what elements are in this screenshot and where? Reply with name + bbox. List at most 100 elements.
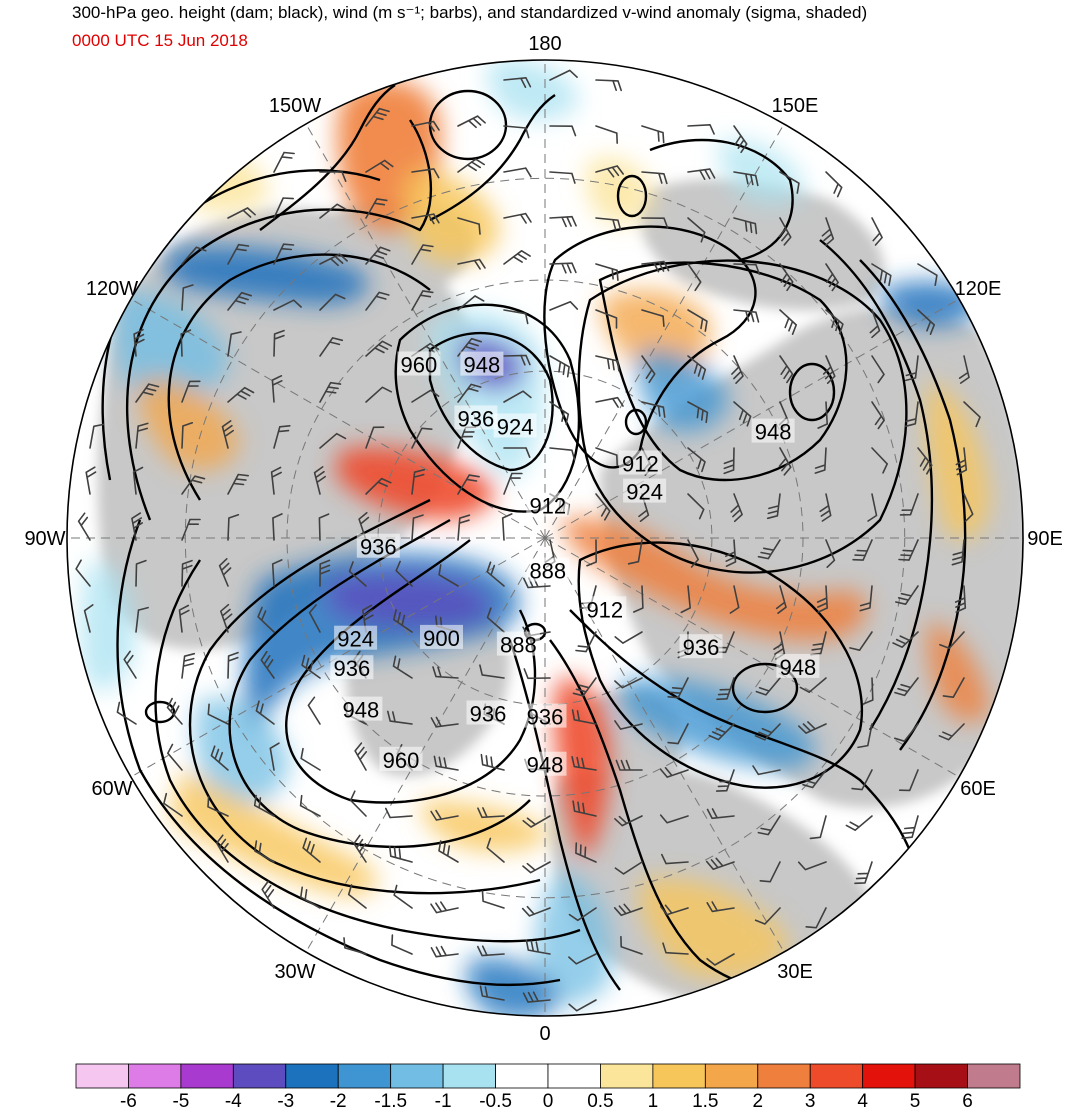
colorbar-tick-label: -6 xyxy=(120,1091,137,1112)
wind-barb xyxy=(662,942,689,955)
contour-label-bg xyxy=(526,492,570,517)
wind-barb xyxy=(729,585,740,614)
lon-label-60e: 60E xyxy=(960,778,996,800)
wind-barb xyxy=(779,263,794,292)
wind-barb xyxy=(595,217,622,231)
contour-label-bg xyxy=(618,450,662,475)
height-contour xyxy=(649,138,794,262)
contour-label-bg xyxy=(496,631,540,656)
wind-barb xyxy=(255,700,275,725)
wind-barb xyxy=(181,246,207,265)
wind-barb xyxy=(411,168,440,179)
height-contour xyxy=(577,259,908,574)
wind-barb xyxy=(457,337,482,357)
height-contour xyxy=(428,331,554,472)
wind-barb xyxy=(272,513,283,541)
wind-barb xyxy=(779,309,797,335)
colorbar-tick-label: 0.5 xyxy=(587,1091,613,1112)
wind-barb xyxy=(568,999,597,1012)
lon-label-30w: 30W xyxy=(274,961,315,983)
wind-barb xyxy=(667,677,689,699)
wind-barb xyxy=(132,466,144,495)
wind-barb xyxy=(273,151,295,173)
wind-barb xyxy=(871,217,883,246)
colorbar-swatch xyxy=(967,1063,1021,1089)
wind-barb xyxy=(568,907,597,922)
wind-barb xyxy=(261,880,275,909)
wind-barb xyxy=(549,262,577,274)
lon-label-0: 0 xyxy=(539,1023,550,1045)
contour-label: 924 xyxy=(497,415,534,440)
wind-barb xyxy=(687,401,709,424)
contour-label: 948 xyxy=(780,655,817,680)
wind-barb xyxy=(365,198,388,219)
wind-barb xyxy=(549,355,570,378)
wind-barb xyxy=(319,293,346,311)
wind-barb xyxy=(951,539,965,566)
wind-barb xyxy=(798,721,827,734)
contour-label: 948 xyxy=(464,353,501,378)
contour-label: 900 xyxy=(423,626,460,651)
wind-barb xyxy=(706,808,735,820)
wind-barb xyxy=(411,120,440,132)
wind-barb xyxy=(687,124,715,135)
lon-label-60w: 60W xyxy=(91,778,132,800)
wind-barb xyxy=(438,564,459,587)
colorbar-swatch xyxy=(704,1063,759,1089)
wind-barb xyxy=(797,861,827,871)
wind-barb xyxy=(939,631,965,650)
wind-barb xyxy=(752,765,781,776)
wind-barb xyxy=(641,260,670,273)
colorbar-swatch xyxy=(75,1063,129,1089)
colorbar-swatch xyxy=(442,1063,496,1089)
wind-barb xyxy=(438,840,459,863)
contour-label-bg xyxy=(460,351,504,376)
wind-barb xyxy=(181,380,201,403)
wind-barb xyxy=(779,355,794,384)
wind-barb xyxy=(411,468,426,495)
wind-barb xyxy=(207,796,229,817)
wind-barb xyxy=(963,493,974,522)
wind-barb xyxy=(659,767,689,778)
contour-label-bg xyxy=(339,696,383,721)
wind-barb xyxy=(825,263,839,292)
wind-barb xyxy=(479,985,505,1001)
wind-barb xyxy=(365,159,394,173)
wind-barb xyxy=(181,559,193,587)
wind-barb xyxy=(854,861,873,885)
wind-barb xyxy=(871,263,892,287)
anomaly-blob xyxy=(620,677,816,770)
wind-barb xyxy=(503,472,523,495)
anomaly-blob xyxy=(586,157,655,224)
wind-barb xyxy=(135,383,160,403)
colorbar-swatch xyxy=(809,1063,864,1089)
wind-barb xyxy=(871,401,885,430)
wind-barb xyxy=(503,250,531,265)
wind-barb xyxy=(181,422,194,449)
colorbar-swatch xyxy=(180,1063,234,1089)
colorbar-swatch xyxy=(232,1063,287,1089)
wind-barb xyxy=(825,171,843,198)
lon-label-150e: 150E xyxy=(772,95,819,117)
wind-barb xyxy=(802,769,827,789)
height-contour xyxy=(228,518,531,849)
contour-label-bg xyxy=(523,703,567,728)
wind-barb xyxy=(319,381,342,403)
contour-label: 888 xyxy=(529,559,566,584)
wind-barb xyxy=(503,309,529,325)
meridian-line xyxy=(544,537,960,778)
contour-label-bg xyxy=(623,478,667,503)
lon-label-180: 180 xyxy=(528,33,561,55)
wind-barb xyxy=(805,907,827,929)
wind-barb xyxy=(273,425,291,449)
wind-barb xyxy=(754,723,781,741)
wind-barb xyxy=(477,945,505,957)
wind-barb xyxy=(715,769,735,792)
lon-label-90w: 90W xyxy=(24,528,65,550)
wind-barb xyxy=(730,493,743,523)
wind-barb xyxy=(166,697,183,725)
wind-barb xyxy=(411,244,434,265)
wind-barb xyxy=(503,390,532,403)
wind-barb xyxy=(391,934,413,955)
